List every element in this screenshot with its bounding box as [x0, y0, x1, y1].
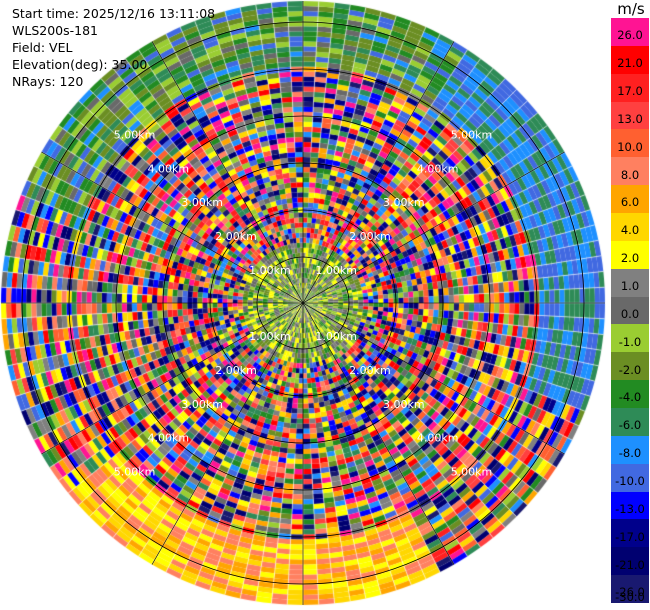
colorbar-tick-label: -30.0 — [615, 590, 645, 604]
range-ring-label: 1.00km — [249, 264, 291, 277]
colorbar-swatch — [611, 547, 649, 576]
colorbar-swatch — [611, 575, 649, 604]
colorbar-tick-label: -26.0 — [615, 585, 645, 600]
range-ring-label: 4.00km — [148, 432, 190, 445]
colorbar-tick-label: 10.0 — [617, 139, 643, 154]
colorbar-tick-label: 1.0 — [620, 278, 640, 293]
range-ring-label: 1.00km — [315, 330, 357, 343]
instrument-label: WLS200s-181 — [12, 23, 98, 38]
colorbar-swatch — [611, 491, 649, 520]
azimuth-line — [302, 151, 565, 304]
range-ring-label: 2.00km — [349, 230, 391, 243]
colorbar-tick-label: 13.0 — [617, 111, 643, 126]
colorbar: 26.0 21.0 17.0 13.0 10.0 8.0 6.0 4.0 2.0 1.0 0.0 -1… — [611, 18, 649, 604]
azimuth-line — [151, 41, 304, 304]
colorbar-swatch — [611, 157, 649, 186]
range-ring-label: 1.00km — [249, 330, 291, 343]
range-ring-label: 5.00km — [114, 465, 156, 478]
range-ring-label: 3.00km — [181, 196, 223, 209]
start-time-label: Start time: 2025/12/16 13:11:08 — [12, 6, 216, 21]
colorbar-swatch — [611, 268, 649, 298]
azimuth-line — [41, 302, 304, 455]
colorbar-tick-label: 26.0 — [617, 28, 643, 43]
ppi-velocity-plot — [0, 0, 610, 610]
range-ring-overlay: 1.00km 1.00km 1.00km 1.00km 2.00km 2.00km 2.00… — [1, 1, 605, 605]
azimuth-line — [151, 302, 304, 565]
colorbar-swatch — [611, 408, 649, 437]
range-ring-label: 3.00km — [383, 398, 425, 411]
colorbar-tick-label: 8.0 — [620, 167, 640, 182]
scan-info-panel: Start time: 2025/12/16 13:11:08 WLS200s-… — [12, 5, 215, 90]
colorbar-swatch — [611, 324, 649, 353]
colorbar-tick-label: -10.0 — [615, 473, 645, 488]
colorbar-swatch — [611, 296, 649, 325]
colorbar-tick-label: 0.0 — [620, 306, 640, 321]
range-ring-label: 4.00km — [148, 162, 190, 175]
colorbar-tick-label: -6.0 — [618, 418, 642, 433]
colorbar-unit: m/s — [617, 0, 645, 18]
colorbar-tick-label: 17.0 — [617, 83, 643, 98]
range-ring-label: 5.00km — [451, 129, 493, 142]
range-ring-label: 4.00km — [417, 432, 459, 445]
colorbar-swatch — [611, 73, 649, 103]
colorbar-tick-label: 21.0 — [617, 56, 643, 71]
colorbar-swatch — [611, 435, 649, 465]
elevation-label: Elevation(deg): 35.00 — [12, 57, 148, 72]
colorbar-tick-label: -17.0 — [615, 529, 645, 544]
colorbar-tick-label: -1.0 — [618, 334, 642, 349]
colorbar-tick-label: -8.0 — [618, 446, 642, 461]
colorbar-tick-label: 2.0 — [620, 251, 640, 266]
colorbar-swatch — [611, 463, 649, 493]
field-label: Field: VEL — [12, 40, 73, 55]
colorbar-swatch — [611, 101, 649, 130]
nrays-label: NRays: 120 — [12, 74, 84, 89]
colorbar-tick-label: 4.0 — [620, 223, 640, 238]
range-ring-label: 2.00km — [215, 230, 257, 243]
colorbar-tick-label: -4.0 — [618, 390, 642, 405]
colorbar-swatch — [611, 240, 649, 270]
colorbar-tick-label: -21.0 — [615, 557, 645, 572]
range-ring-label: 4.00km — [417, 162, 459, 175]
colorbar-swatch — [611, 18, 649, 47]
colorbar-tick-label: -13.0 — [615, 501, 645, 516]
colorbar-swatch — [611, 352, 649, 381]
colorbar-tick-label: 6.0 — [620, 195, 640, 210]
range-ring-label: 2.00km — [349, 364, 391, 377]
azimuth-line — [302, 302, 455, 565]
colorbar-swatch — [611, 519, 649, 548]
colorbar-swatch — [611, 45, 649, 75]
colorbar-swatch — [611, 185, 649, 214]
colorbar-swatch — [611, 380, 649, 409]
azimuth-line — [41, 151, 304, 304]
range-ring-label: 5.00km — [114, 129, 156, 142]
azimuth-line — [302, 302, 565, 455]
range-ring-label: 5.00km — [451, 465, 493, 478]
colorbar-swatch — [611, 213, 649, 242]
range-ring-label: 3.00km — [383, 196, 425, 209]
azimuth-line — [302, 41, 455, 304]
range-ring-label: 3.00km — [181, 398, 223, 411]
colorbar-swatch — [611, 129, 649, 158]
colorbar-tick-label: -2.0 — [618, 362, 642, 377]
range-ring-label: 2.00km — [215, 364, 257, 377]
range-ring-label: 1.00km — [315, 264, 357, 277]
